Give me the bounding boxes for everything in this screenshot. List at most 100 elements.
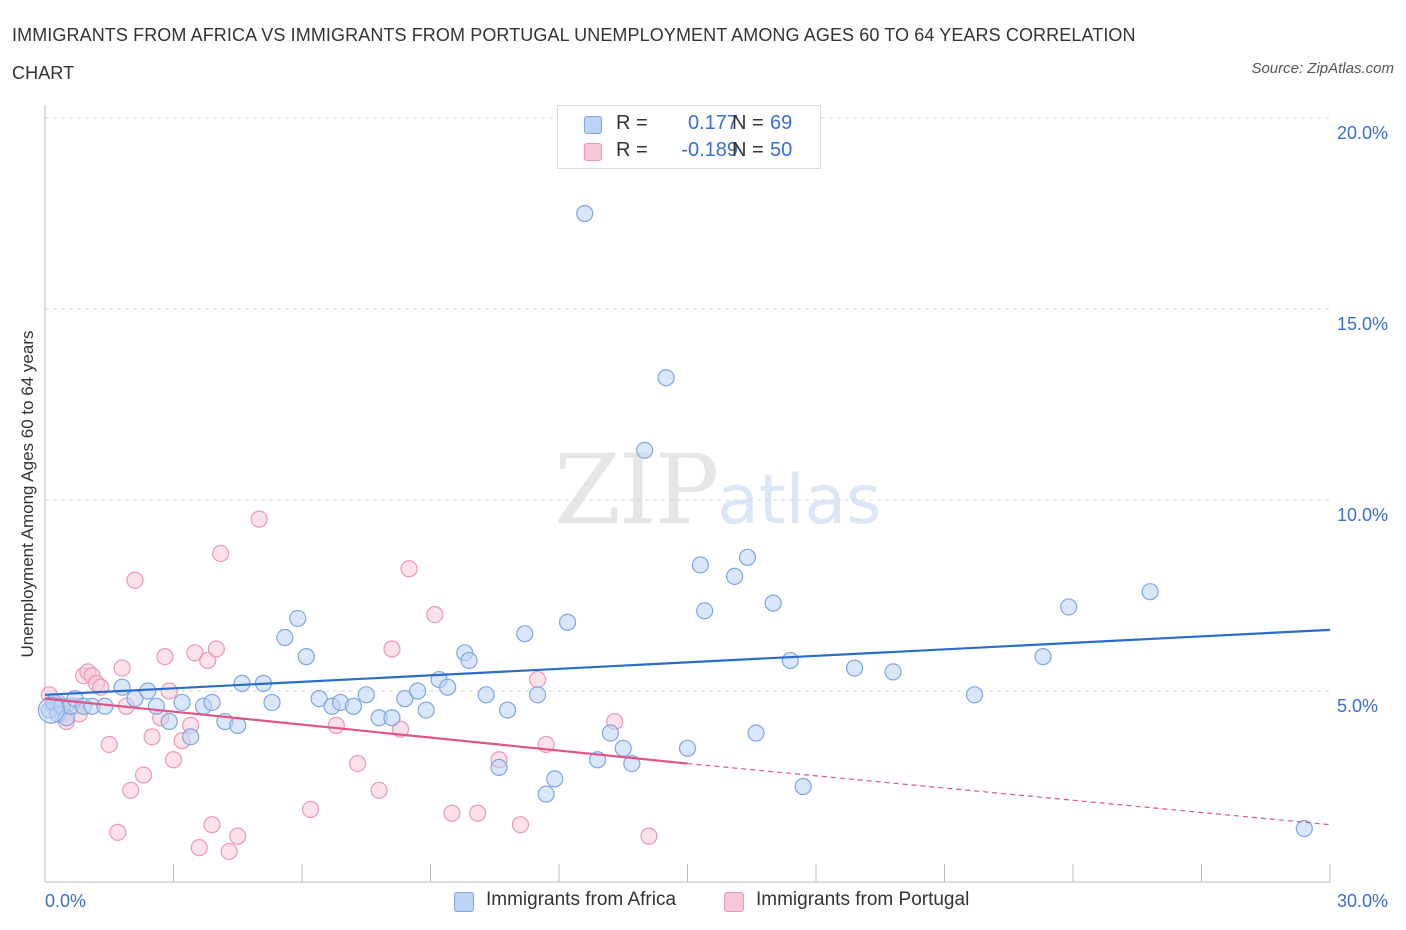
chart-title: IMMIGRANTS FROM AFRICA VS IMMIGRANTS FRO… — [12, 25, 1136, 83]
legend-r-label: R = — [616, 112, 648, 134]
africa-point — [558, 613, 577, 631]
africa-point — [147, 697, 165, 715]
x-tick-label-min: 0.0% — [45, 891, 87, 911]
africa-point — [738, 548, 757, 566]
watermark-zip: ZIP — [554, 434, 719, 546]
legend-r-value-portugal: -0.189 — [681, 139, 738, 161]
africa-trend-line — [44, 628, 1331, 696]
portugal-point — [370, 781, 388, 799]
africa-point — [396, 690, 414, 708]
correlation-legend: R = 0.177 N = 69 R = -0.189 N = 50 — [557, 105, 821, 169]
portugal-point — [207, 640, 225, 658]
portugal-point — [229, 827, 247, 845]
africa-point — [499, 701, 517, 719]
africa-point — [636, 441, 654, 459]
africa-point — [233, 674, 251, 692]
africa-point — [113, 678, 131, 696]
africa-point — [383, 709, 401, 727]
africa-point — [781, 651, 799, 670]
africa-point — [965, 686, 984, 704]
portugal-point — [301, 800, 320, 819]
africa-point — [726, 567, 744, 586]
africa-point — [691, 556, 709, 574]
africa-point — [477, 686, 495, 704]
y-tick-label-10: 10.0% — [1337, 505, 1389, 525]
africa-point — [490, 758, 508, 777]
africa-point — [696, 602, 714, 620]
africa-point — [182, 728, 200, 746]
africa-point — [439, 678, 457, 696]
legend-n-value-portugal: 50 — [770, 139, 793, 161]
portugal-point — [100, 735, 118, 754]
africa-point — [764, 594, 782, 612]
portugal-point — [126, 571, 144, 589]
y-tick-label-15: 15.0% — [1337, 314, 1389, 334]
bottom-legend-label-portugal: Immigrants from Portugal — [756, 889, 970, 910]
portugal-point — [186, 644, 204, 662]
legend-swatch-africa — [584, 116, 602, 134]
legend-n-value-africa: 69 — [770, 112, 793, 134]
portugal-point — [640, 827, 658, 845]
portugal-point — [203, 816, 221, 834]
portugal-point — [528, 670, 547, 689]
source-label: Source: ZipAtlas.com — [1251, 60, 1394, 77]
legend-r-label: R = — [616, 139, 648, 161]
portugal-point — [143, 728, 161, 746]
africa-point — [528, 686, 547, 704]
africa-point — [276, 628, 294, 647]
africa-point — [1060, 598, 1078, 616]
portugal-point — [212, 544, 230, 563]
portugal-point — [469, 804, 487, 822]
portugal-point — [113, 659, 131, 677]
africa-point — [747, 724, 765, 742]
africa-point — [409, 682, 427, 700]
africa-point — [203, 693, 221, 712]
portugal-point — [250, 510, 268, 528]
africa-point — [1295, 819, 1313, 838]
bottom-legend-swatch-africa — [454, 892, 474, 912]
bottom-legend-label-africa: Immigrants from Africa — [486, 889, 677, 910]
africa-point — [546, 770, 564, 788]
africa-point — [623, 754, 641, 773]
africa-point — [297, 648, 315, 666]
africa-point — [173, 693, 191, 712]
bottom-legend-swatch-portugal — [724, 892, 744, 912]
africa-point — [614, 739, 632, 757]
y-axis-label: Unemployment Among Ages 60 to 64 years — [18, 330, 37, 658]
africa-point — [310, 690, 328, 708]
portugal-point — [443, 804, 461, 822]
portugal-trend-line — [44, 697, 688, 765]
portugal-point — [160, 682, 178, 700]
africa-point — [678, 739, 697, 757]
legend-swatch-portugal — [584, 143, 602, 161]
y-tick-label-20: 20.0% — [1337, 123, 1389, 143]
africa-point — [537, 785, 555, 803]
x-tick-label-max: 30.0% — [1337, 891, 1389, 911]
portugal-point — [327, 716, 345, 734]
africa-point — [417, 701, 435, 719]
africa-point — [160, 712, 178, 731]
africa-point — [344, 697, 362, 715]
africa-point — [1141, 583, 1159, 601]
africa-point — [657, 369, 675, 387]
africa-point — [460, 651, 478, 670]
portugal-point — [220, 842, 238, 861]
africa-point — [357, 686, 375, 704]
africa-point — [794, 777, 812, 796]
portugal-point — [349, 754, 367, 773]
portugal-point — [164, 751, 183, 769]
portugal-point — [426, 605, 444, 624]
portugal-trend-line-extension — [687, 762, 1331, 826]
legend-r-value-africa: 0.177 — [687, 112, 738, 134]
portugal-point — [190, 839, 208, 857]
africa-point — [884, 663, 902, 681]
africa-point — [601, 724, 620, 742]
africa-point-cluster — [37, 696, 66, 724]
portugal-point — [156, 648, 174, 666]
africa-point — [845, 659, 864, 677]
africa-point — [1034, 648, 1052, 666]
portugal-point — [199, 651, 217, 670]
africa-point — [576, 204, 594, 223]
portugal-point — [109, 823, 127, 841]
